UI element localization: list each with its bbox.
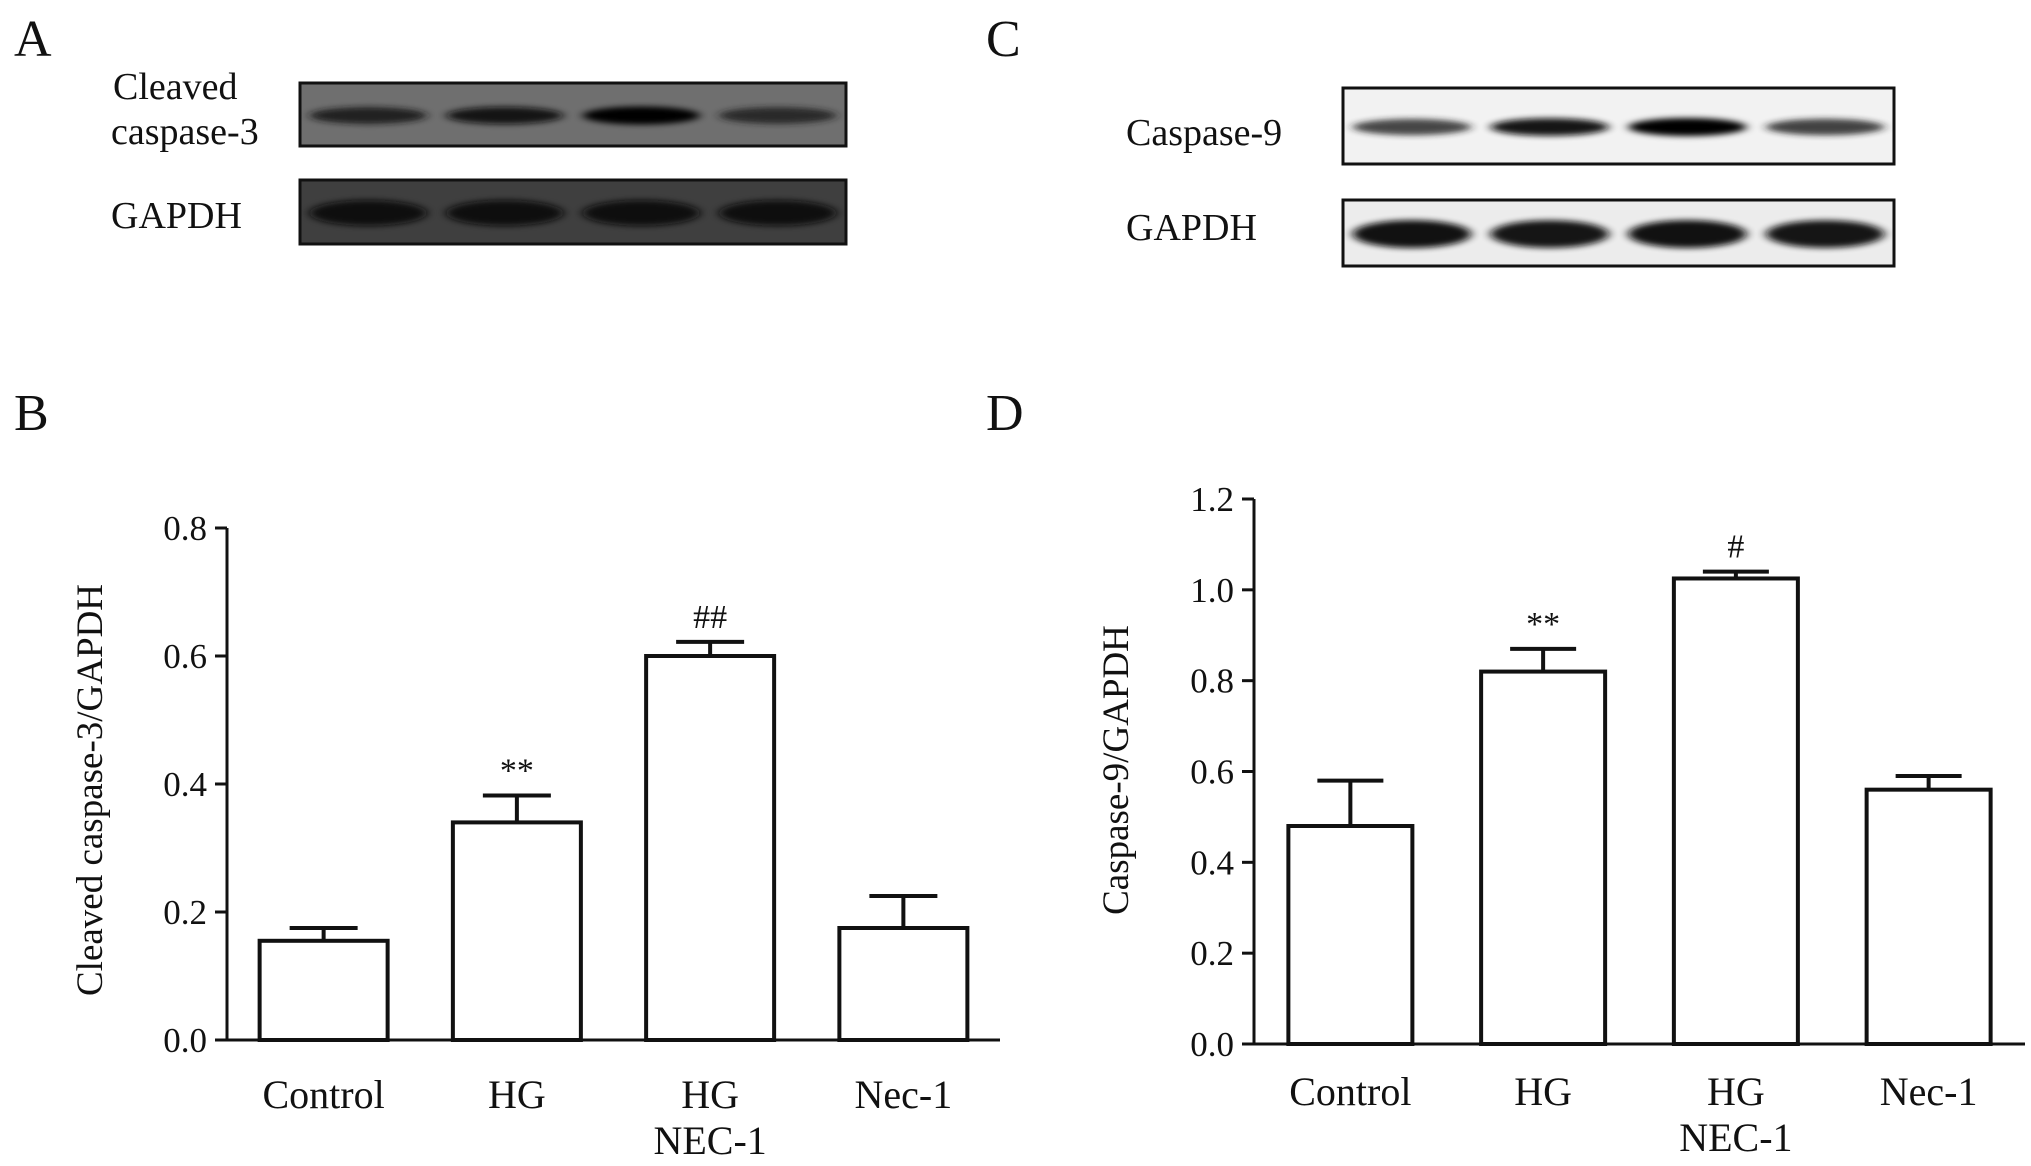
blot-a-row1-label-line1: Cleaved: [113, 66, 238, 108]
panel-letter-a: A: [14, 11, 52, 68]
blot-panel-a: Cleaved caspase-3 GAPDH: [111, 66, 848, 246]
y-tick-label: 0.8: [1190, 662, 1234, 701]
blot-band: [1352, 118, 1472, 136]
blot-band: [1490, 118, 1609, 136]
y-tick-label: 0.8: [163, 509, 207, 548]
chart-panel-d: Caspase-9/GAPDH 0.0 0.2 0.4 0.6 0.8 1.0 1.2 Con…: [1096, 480, 2025, 1160]
blot-frame: [298, 81, 848, 148]
y-tick-label: 0.6: [1190, 753, 1234, 792]
chart-b-y-axis-label: Cleaved caspase-3/GAPDH: [70, 584, 111, 996]
blot-frame: [298, 178, 848, 246]
blot-band: [719, 200, 837, 226]
blot-band: [1765, 118, 1885, 136]
y-tick-label: 0.4: [1190, 843, 1234, 882]
y-tick-label: 0.4: [163, 765, 207, 804]
x-tick-label: NEC-1: [1679, 1115, 1792, 1160]
x-tick-label: Control: [263, 1072, 385, 1117]
blot-c-caspase9-strip: [1341, 86, 1896, 166]
bar: [644, 654, 777, 1042]
y-tick-label: 1.0: [1190, 571, 1234, 610]
x-tick-label: NEC-1: [653, 1118, 766, 1163]
blot-band: [309, 107, 427, 124]
blot-a-gapdh-strip: [298, 178, 848, 246]
bar: [837, 926, 970, 1042]
blot-band: [1628, 118, 1747, 136]
blot-band: [1628, 220, 1747, 248]
panel-letter-d: D: [986, 385, 1024, 442]
x-tick-label: Nec-1: [1880, 1069, 1978, 1114]
blot-c-row2-label: GAPDH: [1126, 207, 1257, 249]
blot-a-cleaved-caspase3-strip: [298, 81, 848, 148]
significance-label: **: [500, 753, 534, 790]
y-tick-label: 0.2: [163, 893, 207, 932]
x-tick-label: HG: [1707, 1069, 1765, 1114]
blot-c-gapdh-strip: [1341, 198, 1896, 268]
blot-band: [1490, 220, 1609, 248]
blot-band: [1352, 220, 1472, 248]
significance-label: ##: [693, 599, 727, 636]
x-tick-label: Nec-1: [855, 1072, 953, 1117]
chart-d-y-axis-label: Caspase-9/GAPDH: [1096, 625, 1137, 915]
y-tick-label: 0.0: [1190, 1025, 1234, 1064]
chart-panel-b: Cleaved caspase-3/GAPDH 0.0 0.2 0.4 0.6 0.8 C…: [70, 509, 1000, 1163]
y-tick-label: 0.0: [163, 1021, 207, 1060]
blot-band: [1765, 220, 1885, 248]
blot-band: [582, 200, 700, 226]
panel-letter-b: B: [14, 385, 49, 442]
blot-band: [582, 106, 700, 125]
significance-label: #: [1727, 529, 1744, 566]
blot-frame: [1341, 86, 1896, 166]
x-tick-label: HG: [1514, 1069, 1572, 1114]
x-tick-label: Control: [1289, 1069, 1411, 1114]
bar: [1479, 669, 1608, 1046]
bar: [1864, 787, 1993, 1047]
blot-band: [446, 200, 564, 226]
blot-a-row2-label: GAPDH: [111, 195, 242, 237]
blot-band: [446, 106, 564, 125]
blot-panel-c: Caspase-9 GAPDH: [1126, 86, 1896, 268]
y-tick-label: 1.2: [1190, 480, 1234, 519]
bar: [1286, 824, 1415, 1046]
x-tick-label: HG: [681, 1072, 739, 1117]
bar: [450, 820, 583, 1043]
y-tick-label: 0.6: [163, 637, 207, 676]
significance-label: **: [1526, 606, 1560, 643]
blot-frame: [1341, 198, 1896, 268]
blot-c-row1-label: Caspase-9: [1126, 112, 1282, 154]
bar: [257, 938, 390, 1042]
blot-band: [309, 200, 427, 226]
blot-a-row1-label-line2: caspase-3: [111, 111, 259, 153]
blot-band: [719, 107, 837, 124]
bar: [1671, 576, 1800, 1047]
x-tick-label: HG: [488, 1072, 546, 1117]
y-tick-label: 0.2: [1190, 934, 1234, 973]
panel-letter-c: C: [986, 11, 1021, 68]
